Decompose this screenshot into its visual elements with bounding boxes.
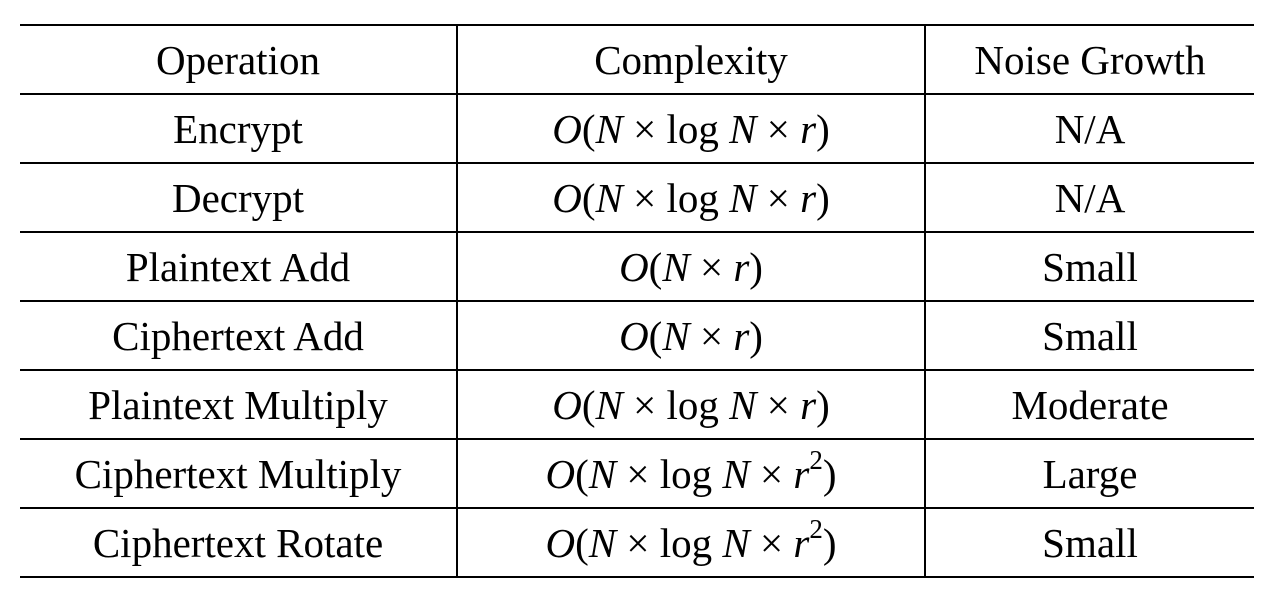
table-row: Decrypt O(N × log N × r) N/A	[20, 163, 1254, 232]
noise-growth-cell: N/A	[924, 94, 1254, 163]
complexity-formula: O(N × log N × r)	[552, 381, 830, 428]
noise-growth-cell: N/A	[924, 163, 1254, 232]
table-row: Plaintext Multiply O(N × log N × r) Modera…	[20, 370, 1254, 439]
table-row: Encrypt O(N × log N × r) N/A	[20, 94, 1254, 163]
operation-cell: Decrypt	[171, 174, 305, 221]
complexity-cell: O(N × log N × r2)	[456, 439, 925, 508]
operation-cell: Ciphertext Rotate	[92, 519, 384, 566]
table-row: Ciphertext Rotate O(N × log N × r2) Small	[20, 508, 1254, 577]
operation-cell: Ciphertext Add	[112, 312, 364, 359]
header-noise-growth: Noise Growth	[924, 25, 1254, 94]
header-operation: Operation	[156, 36, 320, 83]
header-complexity: Complexity	[456, 25, 925, 94]
complexity-formula: O(N × r)	[619, 312, 763, 359]
complexity-formula: O(N × log N × r2)	[545, 513, 837, 566]
table-header-row: Operation Complexity Noise Growth	[20, 25, 1254, 94]
complexity-formula: O(N × log N × r)	[552, 174, 830, 221]
complexity-formula: O(N × r)	[619, 243, 763, 290]
noise-growth-cell: Moderate	[924, 370, 1254, 439]
complexity-cell: O(N × log N × r2)	[456, 508, 925, 577]
noise-growth-cell: Large	[924, 439, 1254, 508]
complexity-table: Operation Complexity Noise Growth Encryp…	[20, 24, 1254, 578]
complexity-formula: O(N × log N × r2)	[545, 444, 837, 497]
complexity-table-container: Operation Complexity Noise Growth Encryp…	[20, 24, 1254, 578]
complexity-cell: O(N × log N × r)	[456, 163, 925, 232]
complexity-cell: O(N × log N × r)	[456, 370, 925, 439]
operation-cell: Encrypt	[173, 105, 303, 152]
noise-growth-cell: Small	[924, 508, 1254, 577]
table-body: Encrypt O(N × log N × r) N/A Decrypt O(N × l…	[20, 94, 1254, 577]
complexity-cell: O(N × r)	[456, 232, 925, 301]
complexity-formula: O(N × log N × r)	[552, 105, 830, 152]
complexity-cell: O(N × r)	[456, 301, 925, 370]
table-row: Ciphertext Add O(N × r) Small	[20, 301, 1254, 370]
table-row: Plaintext Add O(N × r) Small	[20, 232, 1254, 301]
noise-growth-cell: Small	[924, 301, 1254, 370]
operation-cell: Plaintext Add	[125, 243, 351, 290]
operation-cell: Ciphertext Multiply	[74, 450, 402, 497]
complexity-cell: O(N × log N × r)	[456, 94, 925, 163]
table-row: Ciphertext Multiply O(N × log N × r2) Larg…	[20, 439, 1254, 508]
operation-cell: Plaintext Multiply	[88, 381, 388, 428]
noise-growth-cell: Small	[924, 232, 1254, 301]
